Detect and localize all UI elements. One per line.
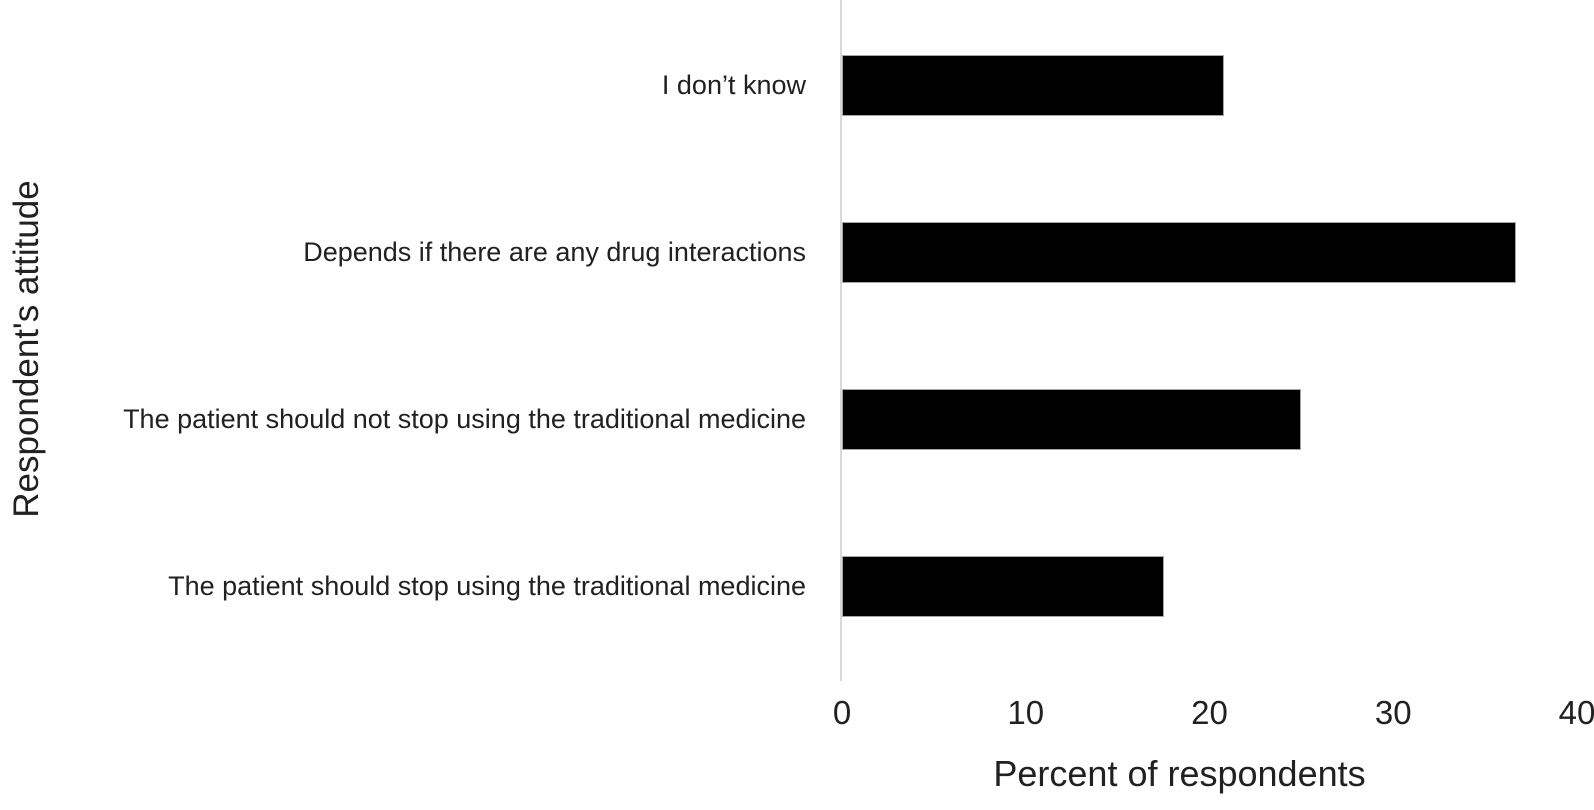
bar-row: I don’t know: [0, 2, 1594, 169]
x-tick-label: 10: [1007, 694, 1045, 731]
bar-row: The patient should not stop using the tr…: [0, 336, 1594, 503]
category-label: I don’t know: [661, 70, 806, 100]
bar: [842, 556, 1164, 617]
category-label: Depends if there are any drug interactio…: [303, 237, 806, 267]
x-tick-label: 30: [1374, 694, 1412, 731]
bar-track: [842, 55, 1577, 116]
bar: [842, 222, 1517, 283]
bar-track: [842, 389, 1577, 450]
bar-row: Depends if there are any drug interactio…: [0, 169, 1594, 336]
y-axis-line: [840, 0, 842, 681]
x-axis-title: Percent of respondents: [993, 753, 1366, 794]
x-tick-label: 20: [1191, 694, 1228, 731]
bar: [842, 55, 1225, 116]
bar-row: The patient should stop using the tradit…: [0, 503, 1594, 670]
category-label: The patient should stop using the tradit…: [168, 571, 806, 601]
x-axis-ticks: 0 10 20 30 40: [833, 694, 1594, 736]
bar: [842, 389, 1302, 450]
bar-track: [842, 222, 1577, 283]
x-tick-label: 40: [1558, 694, 1594, 731]
x-tick-label: 0: [832, 694, 852, 731]
bar-track: [842, 556, 1577, 617]
category-label: The patient should not stop using the tr…: [123, 404, 806, 434]
